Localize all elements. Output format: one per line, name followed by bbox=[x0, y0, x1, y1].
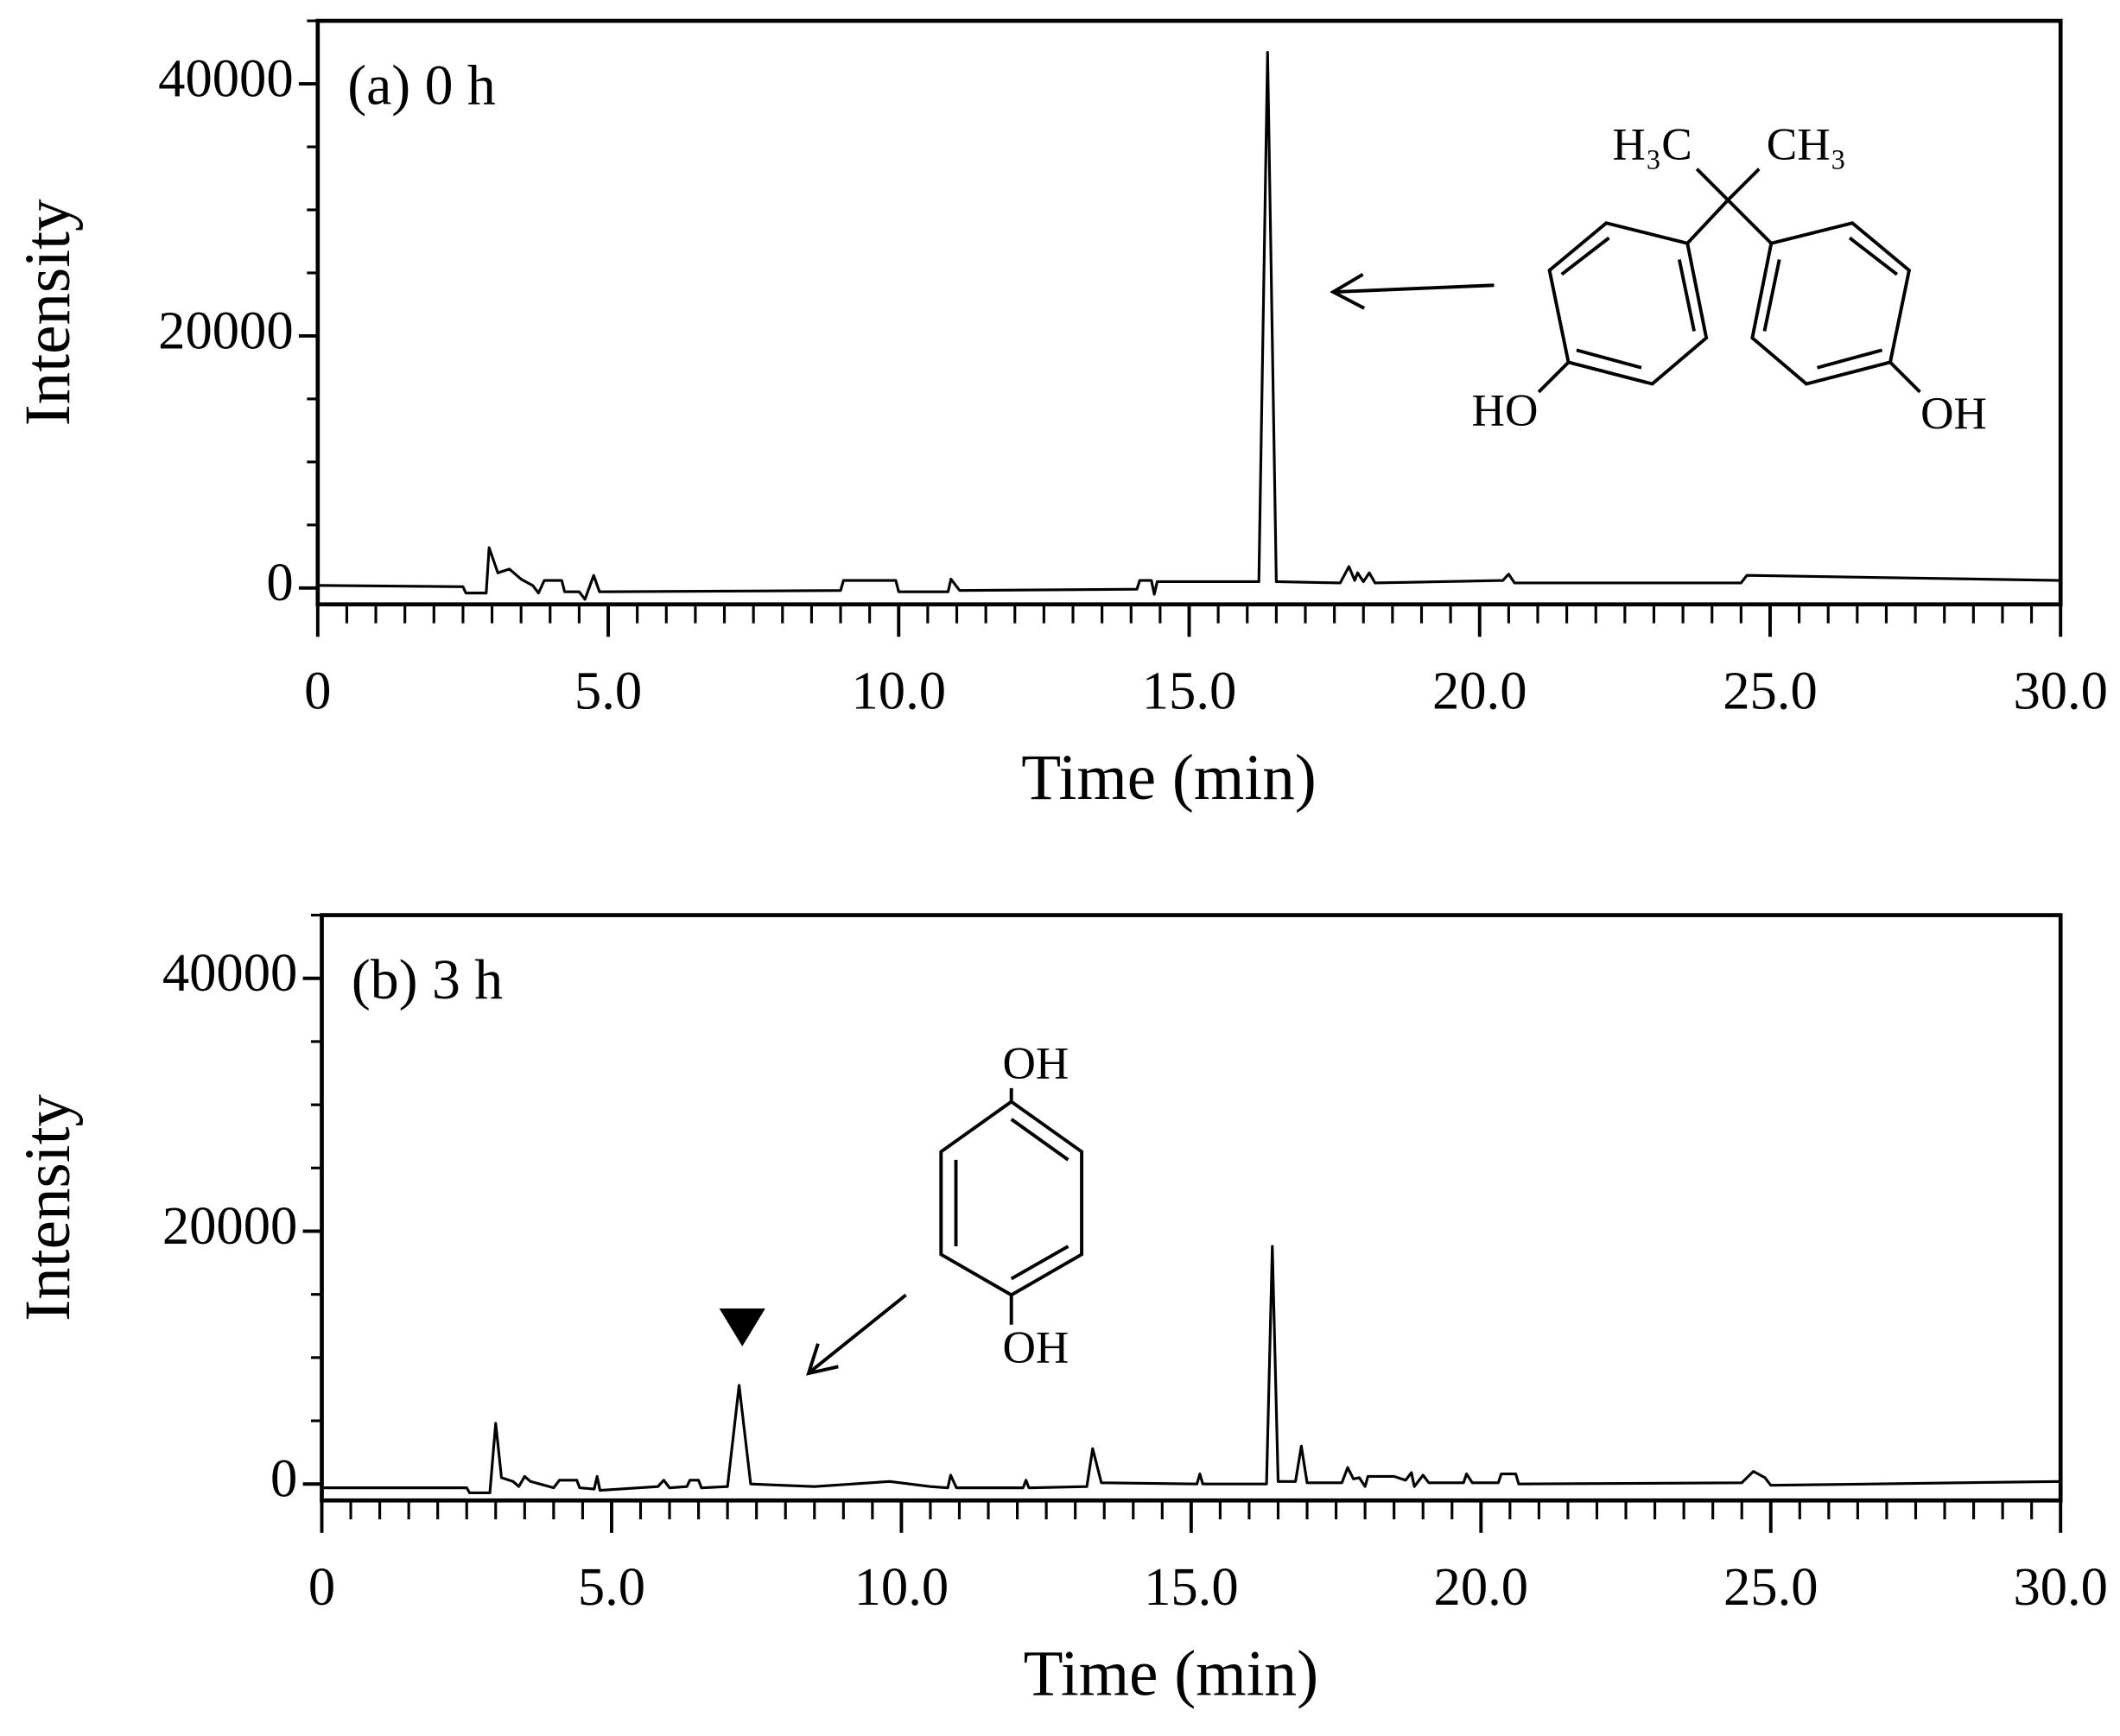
bond bbox=[1695, 168, 1730, 202]
ring bbox=[1547, 221, 1709, 386]
panel-label: (a) 0 h bbox=[347, 54, 496, 117]
double-bond bbox=[1010, 1245, 1070, 1281]
arrow-head bbox=[806, 1343, 839, 1376]
x-tick-label: 30.0 bbox=[2013, 660, 2108, 720]
structure-label: H₃C bbox=[1612, 118, 1692, 169]
ring bbox=[939, 1099, 1084, 1297]
x-tick-label: 5.0 bbox=[578, 1556, 645, 1617]
double-bond bbox=[1848, 236, 1899, 276]
x-tick-label: 25.0 bbox=[1723, 1556, 1819, 1617]
structure-label: OH bbox=[1002, 1038, 1069, 1089]
structure-label: CH₃ bbox=[1767, 118, 1846, 169]
y-tick-label: 40000 bbox=[158, 48, 293, 108]
bpa-structure: H₃C CH₃ HO OH bbox=[1330, 118, 1987, 439]
x-tick-label: 0 bbox=[308, 1556, 335, 1617]
x-tick-label: 25.0 bbox=[1723, 660, 1818, 720]
double-bond bbox=[1816, 348, 1883, 370]
x-tick-label: 10.0 bbox=[851, 660, 946, 720]
y-tick-label: 20000 bbox=[158, 300, 293, 360]
y-tick-label: 0 bbox=[270, 1448, 297, 1509]
figure-content: H₃C CH₃ HO OH OH OH 0 5.0 10.0 15.0 20.0 25.0… bbox=[12, 18, 2108, 1710]
structure-label: HO bbox=[1472, 385, 1539, 436]
x-tick-label: 10.0 bbox=[854, 1556, 949, 1617]
x-tick-label: 20.0 bbox=[1432, 660, 1527, 720]
structure-label: OH bbox=[1920, 388, 1987, 439]
x-axis-title: Time (min) bbox=[1024, 1638, 1319, 1710]
double-bond bbox=[1677, 259, 1696, 332]
arrow bbox=[1334, 283, 1495, 295]
arrow-head bbox=[1330, 273, 1366, 310]
y-tick-label: 40000 bbox=[162, 942, 297, 1003]
x-tick-label: 15.0 bbox=[1142, 660, 1237, 720]
x-tick-label: 20.0 bbox=[1434, 1556, 1529, 1617]
y-axis-title: Intensity bbox=[12, 199, 84, 426]
peak-marker bbox=[719, 1308, 765, 1346]
bond bbox=[1888, 361, 1921, 394]
bond bbox=[1726, 199, 1773, 245]
double-bond bbox=[1762, 259, 1781, 332]
bond bbox=[1726, 168, 1761, 202]
bond bbox=[1685, 199, 1730, 245]
x-tick-label: 0 bbox=[304, 660, 331, 720]
x-tick-label: 5.0 bbox=[574, 660, 642, 720]
x-tick-label: 15.0 bbox=[1144, 1556, 1239, 1617]
bond bbox=[1537, 361, 1570, 394]
y-axis-title: Intensity bbox=[12, 1094, 84, 1321]
plot-frame bbox=[320, 913, 2063, 1503]
plot-frame bbox=[315, 18, 2063, 607]
x-axis-title: Time (min) bbox=[1021, 742, 1317, 814]
double-bond bbox=[1576, 348, 1642, 370]
structure-label: OH bbox=[1002, 1321, 1069, 1372]
chromatogram-line bbox=[321, 1245, 2061, 1495]
y-tick-label: 0 bbox=[266, 552, 293, 612]
double-bond bbox=[1010, 1118, 1070, 1162]
x-tick-label: 30.0 bbox=[2013, 1556, 2108, 1617]
panel-label: (b) 3 h bbox=[352, 948, 503, 1011]
double-bond bbox=[1560, 236, 1610, 276]
ring bbox=[1750, 221, 1912, 386]
chromatogram-line bbox=[317, 51, 2061, 601]
y-tick-label: 20000 bbox=[162, 1195, 297, 1256]
hydroquinone-structure: OH OH bbox=[719, 1038, 1084, 1376]
arrow bbox=[809, 1293, 907, 1374]
